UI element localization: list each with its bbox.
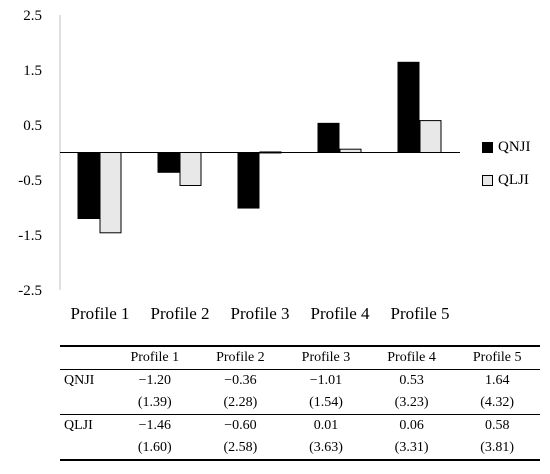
table-cell: −0.60 bbox=[224, 418, 257, 433]
table-cell: (3.81) bbox=[480, 440, 515, 455]
table-cell: (4.32) bbox=[480, 395, 515, 410]
table-header-cell bbox=[60, 346, 112, 370]
y-tick-label: 1.5 bbox=[23, 63, 42, 79]
row-label: QLJI bbox=[64, 418, 93, 433]
y-tick-label: -0.5 bbox=[18, 173, 42, 189]
table-cell: 0.58 bbox=[484, 418, 510, 433]
table-cell: (1.60) bbox=[137, 440, 172, 455]
legend-item-qnji: QNJI bbox=[482, 139, 531, 156]
table-header-cell: Profile 3 bbox=[301, 350, 351, 365]
x-tick-label: Profile 1 bbox=[70, 304, 129, 323]
bar-qlji-2 bbox=[179, 152, 202, 186]
bar-qnji-3 bbox=[237, 152, 260, 209]
legend-swatch-qlji bbox=[482, 175, 493, 186]
legend-swatch-qnji bbox=[482, 142, 493, 153]
y-tick-label: 0.5 bbox=[23, 118, 42, 134]
legend-label-qnji: QNJI bbox=[498, 139, 531, 155]
table-cell bbox=[60, 392, 112, 415]
table-cell: 0.53 bbox=[399, 373, 424, 388]
table-cell: 1.64 bbox=[484, 373, 510, 388]
bar-qnji-2 bbox=[157, 152, 180, 173]
summary-table: Profile 1 Profile 2 Profile 3 Profile 4 … bbox=[60, 345, 540, 461]
table-row-qlji-mean: QLJI −1.46 −0.60 0.01 0.06 0.58 bbox=[60, 415, 540, 438]
table-cell: −1.01 bbox=[309, 373, 343, 388]
bar-qnji-1 bbox=[77, 152, 100, 219]
table-header-row: Profile 1 Profile 2 Profile 3 Profile 4 … bbox=[60, 346, 540, 370]
table-cell: (2.58) bbox=[223, 440, 258, 455]
table-header-cell: Profile 4 bbox=[387, 350, 436, 365]
row-label: QNJI bbox=[64, 373, 95, 388]
y-tick-label: 2.5 bbox=[23, 8, 42, 24]
table-cell: (3.23) bbox=[394, 395, 429, 410]
table-cell: 0.06 bbox=[399, 418, 424, 433]
x-axis-labels: Profile 1 Profile 2 Profile 3 Profile 4 Prof… bbox=[70, 304, 449, 323]
table-row-qnji-sd: (1.39) (2.28) (1.54) (3.23) (4.32) bbox=[60, 392, 540, 415]
table-cell: −1.20 bbox=[138, 373, 171, 388]
bar-qnji-4 bbox=[317, 122, 340, 153]
table-cell: (1.39) bbox=[137, 395, 172, 410]
table-cell bbox=[60, 437, 112, 460]
x-tick-label: Profile 5 bbox=[390, 304, 449, 323]
legend-item-qlji: QLJI bbox=[482, 172, 529, 189]
bar-qlji-1 bbox=[99, 152, 122, 234]
table-cell: −0.36 bbox=[224, 373, 257, 388]
table-row-qlji-sd: (1.60) (2.58) (3.63) (3.31) (3.81) bbox=[60, 437, 540, 460]
x-tick-label: Profile 2 bbox=[150, 304, 209, 323]
table-cell: (2.28) bbox=[223, 395, 258, 410]
table-header-cell: Profile 1 bbox=[130, 350, 180, 365]
table-cell: (3.63) bbox=[309, 440, 343, 455]
y-tick-label: -1.5 bbox=[18, 228, 42, 244]
table-cell: −1.46 bbox=[138, 418, 171, 433]
table-cell: 0.01 bbox=[313, 418, 339, 433]
table-header-cell: Profile 5 bbox=[472, 350, 522, 365]
bars-group bbox=[77, 61, 442, 234]
y-tick-label: -2.5 bbox=[18, 283, 42, 299]
x-tick-label: Profile 3 bbox=[230, 304, 289, 323]
y-axis-ticks: -2.5 -1.5 -0.5 0.5 1.5 2.5 bbox=[18, 8, 42, 299]
x-tick-label: Profile 4 bbox=[310, 304, 370, 323]
table-header-cell: Profile 2 bbox=[216, 350, 265, 365]
table-cell: (3.31) bbox=[394, 440, 429, 455]
bar-qnji-5 bbox=[397, 61, 420, 153]
table-cell: (1.54) bbox=[309, 395, 343, 410]
legend-label-qlji: QLJI bbox=[498, 172, 529, 188]
bar-chart: -2.5 -1.5 -0.5 0.5 1.5 2.5 Profile 1 Profile 2… bbox=[18, 8, 460, 323]
bar-qlji-5 bbox=[419, 120, 442, 153]
table-row-qnji-mean: QNJI −1.20 −0.36 −1.01 0.53 1.64 bbox=[60, 370, 540, 393]
